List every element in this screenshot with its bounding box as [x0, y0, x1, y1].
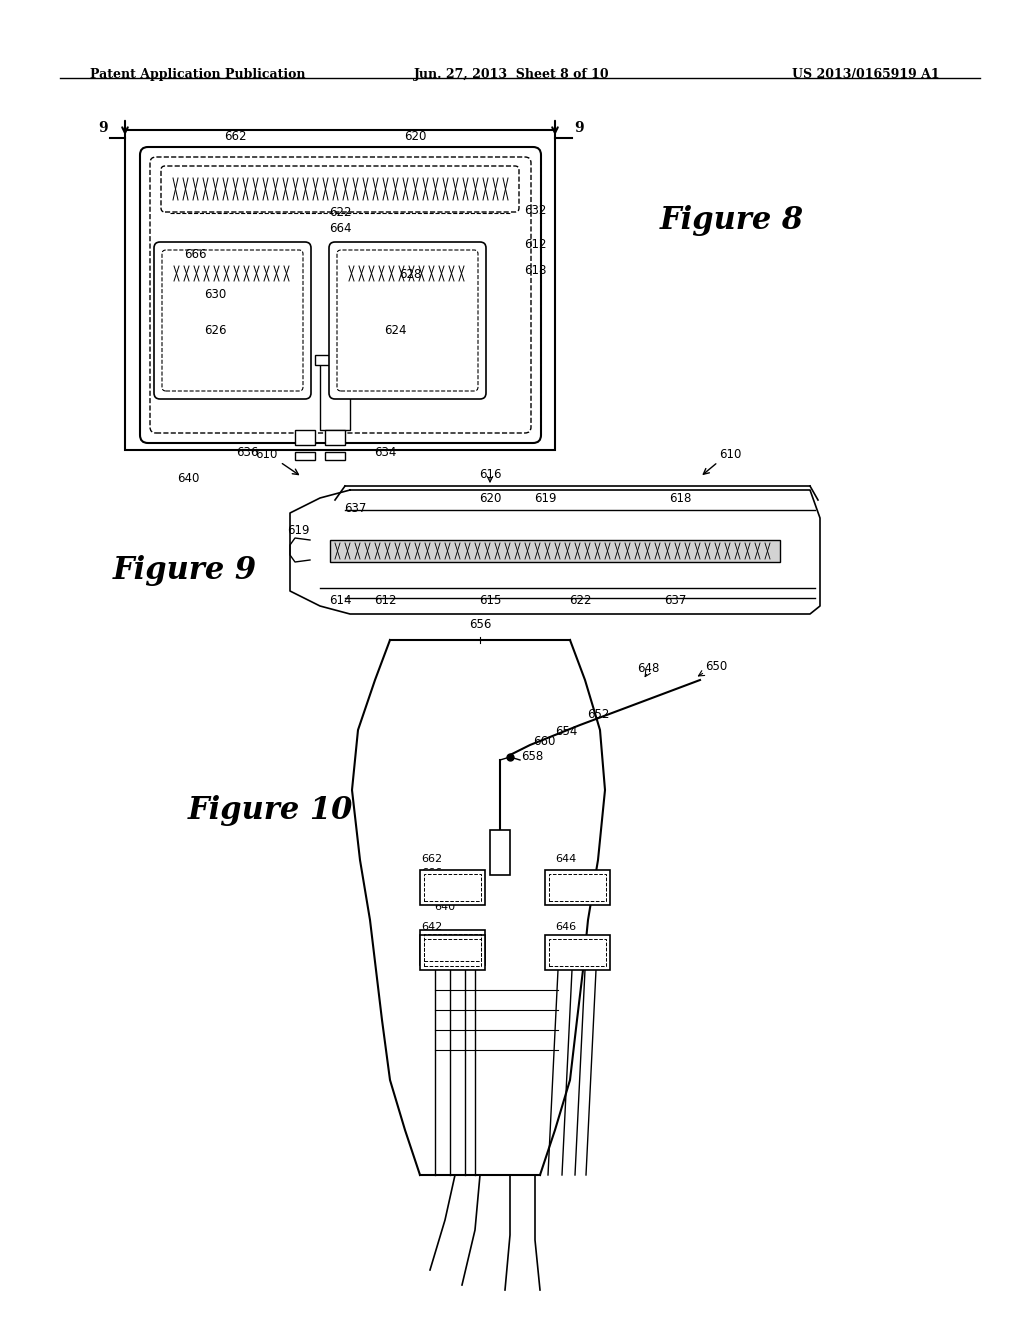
Text: 620: 620 — [479, 491, 501, 504]
Bar — [424, 874, 481, 902]
Text: 628: 628 — [398, 268, 421, 281]
Text: Figure 9: Figure 9 — [113, 554, 257, 586]
Text: 654: 654 — [555, 725, 578, 738]
Text: Figure 8: Figure 8 — [660, 205, 804, 235]
Bar — [545, 870, 610, 906]
Text: 610: 610 — [255, 449, 278, 462]
FancyBboxPatch shape — [125, 129, 555, 450]
Text: 622: 622 — [329, 206, 351, 219]
Bar — [420, 870, 485, 906]
Text: 666: 666 — [421, 869, 442, 878]
Text: 618: 618 — [669, 491, 691, 504]
Bar — [319, 360, 350, 430]
Bar — [315, 355, 355, 366]
Text: 656: 656 — [469, 618, 492, 631]
Text: 640: 640 — [177, 471, 200, 484]
Text: 662: 662 — [224, 131, 246, 144]
Bar — [325, 451, 345, 459]
Bar — [330, 540, 780, 562]
Bar — [420, 931, 485, 965]
Bar — [295, 430, 315, 445]
Bar — [549, 874, 606, 902]
Text: 636: 636 — [236, 446, 258, 458]
FancyBboxPatch shape — [329, 242, 486, 399]
Text: 620: 620 — [403, 131, 426, 144]
Text: 640: 640 — [434, 902, 455, 912]
Text: 637: 637 — [664, 594, 686, 606]
FancyBboxPatch shape — [140, 147, 541, 444]
Text: 610: 610 — [719, 449, 741, 462]
Text: 616: 616 — [479, 469, 502, 482]
Text: 666: 666 — [183, 248, 206, 261]
Text: 664: 664 — [434, 887, 455, 898]
Text: 9: 9 — [574, 121, 584, 135]
Text: 646: 646 — [555, 921, 577, 932]
Text: 619: 619 — [534, 491, 556, 504]
FancyBboxPatch shape — [154, 242, 311, 399]
Text: Patent Application Publication: Patent Application Publication — [90, 69, 305, 81]
Text: 612: 612 — [374, 594, 396, 606]
Text: 614: 614 — [329, 594, 351, 606]
Text: 624: 624 — [384, 323, 407, 337]
Text: Jun. 27, 2013  Sheet 8 of 10: Jun. 27, 2013 Sheet 8 of 10 — [414, 69, 610, 81]
Text: 658: 658 — [521, 750, 543, 763]
Text: US 2013/0165919 A1: US 2013/0165919 A1 — [793, 69, 940, 81]
Text: 664: 664 — [329, 222, 351, 235]
Text: 662: 662 — [421, 854, 442, 865]
Text: 660: 660 — [532, 735, 555, 748]
Bar — [545, 935, 610, 970]
Text: 618: 618 — [524, 264, 546, 276]
Text: 630: 630 — [204, 289, 226, 301]
Text: 644: 644 — [555, 854, 577, 865]
Bar — [295, 451, 315, 459]
Text: 637: 637 — [344, 502, 367, 515]
Text: 626: 626 — [204, 323, 226, 337]
Text: 632: 632 — [524, 203, 546, 216]
Text: 9: 9 — [98, 121, 108, 135]
Bar — [490, 830, 510, 875]
Bar — [420, 935, 485, 970]
Bar — [424, 939, 481, 966]
Text: 615: 615 — [479, 594, 501, 606]
Bar — [549, 939, 606, 966]
Text: Figure 10: Figure 10 — [187, 795, 352, 825]
Text: 622: 622 — [568, 594, 591, 606]
Polygon shape — [290, 490, 820, 614]
Text: 648: 648 — [637, 663, 659, 675]
Text: 652: 652 — [588, 708, 610, 721]
Text: 642: 642 — [421, 921, 442, 932]
Bar — [424, 935, 481, 961]
Text: 619: 619 — [287, 524, 309, 536]
Text: 650: 650 — [705, 660, 727, 673]
Bar — [325, 430, 345, 445]
Text: 612: 612 — [523, 239, 546, 252]
Text: 634: 634 — [374, 446, 396, 458]
